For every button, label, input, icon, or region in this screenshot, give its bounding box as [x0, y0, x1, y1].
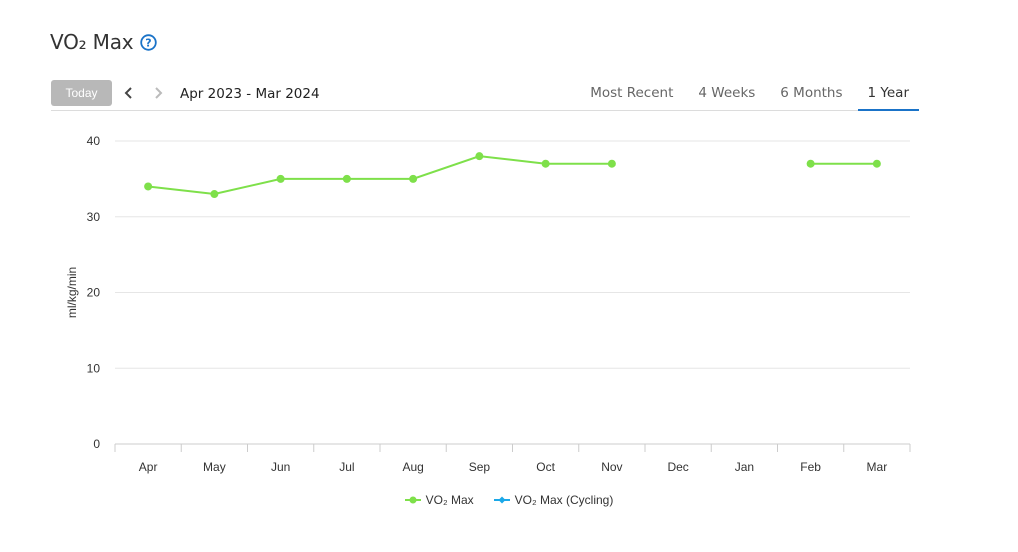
legend-item-vo2-max-cycling[interactable]: VO₂ Max (Cycling) — [493, 493, 614, 507]
x-tick-label: Oct — [536, 460, 555, 474]
legend-item-vo2-max[interactable]: VO₂ Max — [404, 493, 474, 507]
title-row: VO₂ Max ? — [50, 30, 158, 54]
x-tick-label: Mar — [867, 460, 888, 474]
legend-swatch-vo2-max — [404, 496, 421, 504]
range-tabs: Most Recent 4 Weeks 6 Months 1 Year — [575, 80, 919, 111]
chart-legend: VO₂ Max VO₂ Max (Cycling) — [0, 493, 1018, 507]
chevron-right-icon[interactable] — [150, 83, 166, 103]
legend-swatch-vo2-max-cycling — [493, 496, 510, 504]
x-tick-label: Apr — [139, 460, 158, 474]
date-range-label: Apr 2023 - Mar 2024 — [180, 86, 320, 102]
tab-1-year[interactable]: 1 Year — [857, 80, 919, 111]
x-tick-label: Nov — [601, 460, 622, 474]
data-point — [210, 190, 219, 199]
data-point — [541, 159, 550, 168]
data-point — [409, 174, 418, 183]
x-tick-label: Jan — [735, 460, 754, 474]
y-tick-label: 20 — [87, 286, 101, 300]
tab-most-recent[interactable]: Most Recent — [590, 85, 674, 101]
x-tick-label: Dec — [667, 460, 688, 474]
y-tick-label: 40 — [87, 134, 101, 148]
legend-label-vo2-max: VO₂ Max — [425, 493, 474, 507]
svg-text:?: ? — [146, 36, 152, 49]
data-point — [276, 174, 285, 183]
data-point — [342, 174, 351, 183]
legend-label-vo2-max-cycling: VO₂ Max (Cycling) — [514, 493, 614, 507]
tab-6-months[interactable]: 6 Months — [780, 85, 843, 101]
tab-4-weeks[interactable]: 4 Weeks — [698, 85, 756, 101]
x-tick-label: Sep — [469, 460, 491, 474]
x-tick-label: Feb — [800, 460, 821, 474]
data-point — [475, 152, 484, 161]
vo2-max-chart: 0 10 20 30 40 Apr May Jun Jul Aug Sep Oct Nov Dec Jan F… — [65, 134, 911, 474]
page-title: VO₂ Max — [50, 30, 134, 54]
question-circle-icon[interactable]: ? — [140, 33, 158, 51]
data-point — [872, 159, 881, 168]
x-tick-label: Jul — [339, 460, 354, 474]
data-point — [144, 182, 153, 191]
toolbar: Today Apr 2023 - Mar 2024 Most Recent 4 … — [51, 80, 919, 111]
y-tick-label: 10 — [87, 361, 101, 375]
series-line — [148, 155, 612, 196]
y-tick-label: 30 — [87, 210, 101, 224]
y-axis-title: ml/kg/min — [65, 267, 79, 318]
x-tick-label: Jun — [271, 460, 290, 474]
data-point — [607, 159, 616, 168]
x-tick-label: Aug — [402, 460, 423, 474]
x-tick-label: May — [203, 460, 226, 474]
chevron-left-icon[interactable] — [121, 83, 137, 103]
data-point — [806, 159, 815, 168]
today-button[interactable]: Today — [51, 80, 112, 106]
y-tick-label: 0 — [93, 437, 100, 451]
